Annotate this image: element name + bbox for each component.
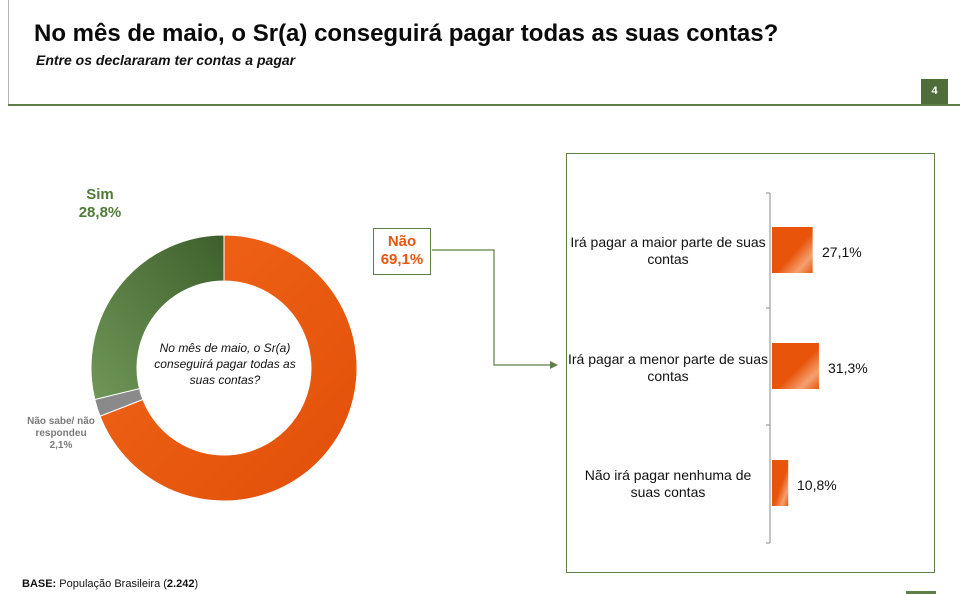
- arrowhead-icon: [550, 361, 558, 369]
- slice-value-nao: 69,1%: [380, 251, 424, 268]
- bar-value-label: 31,3%: [828, 360, 868, 376]
- base-text: População Brasileira (: [59, 578, 167, 590]
- bar-value-label: 27,1%: [822, 244, 862, 260]
- base-label: BASE:: [22, 578, 57, 590]
- page-subtitle: Entre os declararam ter contas a pagar: [36, 52, 296, 68]
- page-title: No mês de maio, o Sr(a) conseguirá pagar…: [34, 20, 779, 47]
- slice-name-nao-sabe: Não sabe/ não respondeu: [27, 416, 95, 439]
- base-close: ): [194, 578, 199, 590]
- slice-value-nao-sabe: 2,1%: [49, 440, 73, 451]
- slice-name-nao: Não: [387, 233, 417, 250]
- connector-arrow: [432, 249, 558, 369]
- base-count: 2.242: [166, 578, 195, 590]
- bar-label: Não irá pagar nenhuma de suas contas: [584, 467, 752, 500]
- page-number-badge: 4: [921, 79, 948, 104]
- base-note: BASE: População Brasileira (2.242): [22, 578, 198, 590]
- slice-name-sim: Sim: [86, 186, 114, 203]
- slice-label-sim: Sim 28,8%: [60, 186, 140, 222]
- donut-slice-nao: [99, 234, 358, 502]
- slice-label-nao-sabe: Não sabe/ não respondeu 2,1%: [16, 416, 106, 452]
- bar-chart: [766, 192, 819, 544]
- breakdown-panel: [566, 153, 935, 573]
- donut-chart: [90, 234, 358, 502]
- left-edge-line: [8, 0, 9, 104]
- bar-label: Irá pagar a maior parte de suas contas: [570, 234, 766, 267]
- bar: [772, 343, 819, 389]
- bar: [772, 460, 789, 506]
- bar-value-label: 10,8%: [797, 477, 837, 493]
- bar: [772, 227, 813, 273]
- bar-label: Irá pagar a menor parte de suas contas: [568, 351, 769, 384]
- slice-value-sim: 28,8%: [78, 204, 122, 221]
- corner-mark: [906, 591, 936, 594]
- donut-center-text: No mês de maio, o Sr(a) conseguirá pagar…: [154, 341, 296, 387]
- donut-slice-sim: [90, 234, 225, 401]
- slice-label-nao: Não 69,1%: [373, 228, 431, 275]
- header-divider: [8, 104, 960, 106]
